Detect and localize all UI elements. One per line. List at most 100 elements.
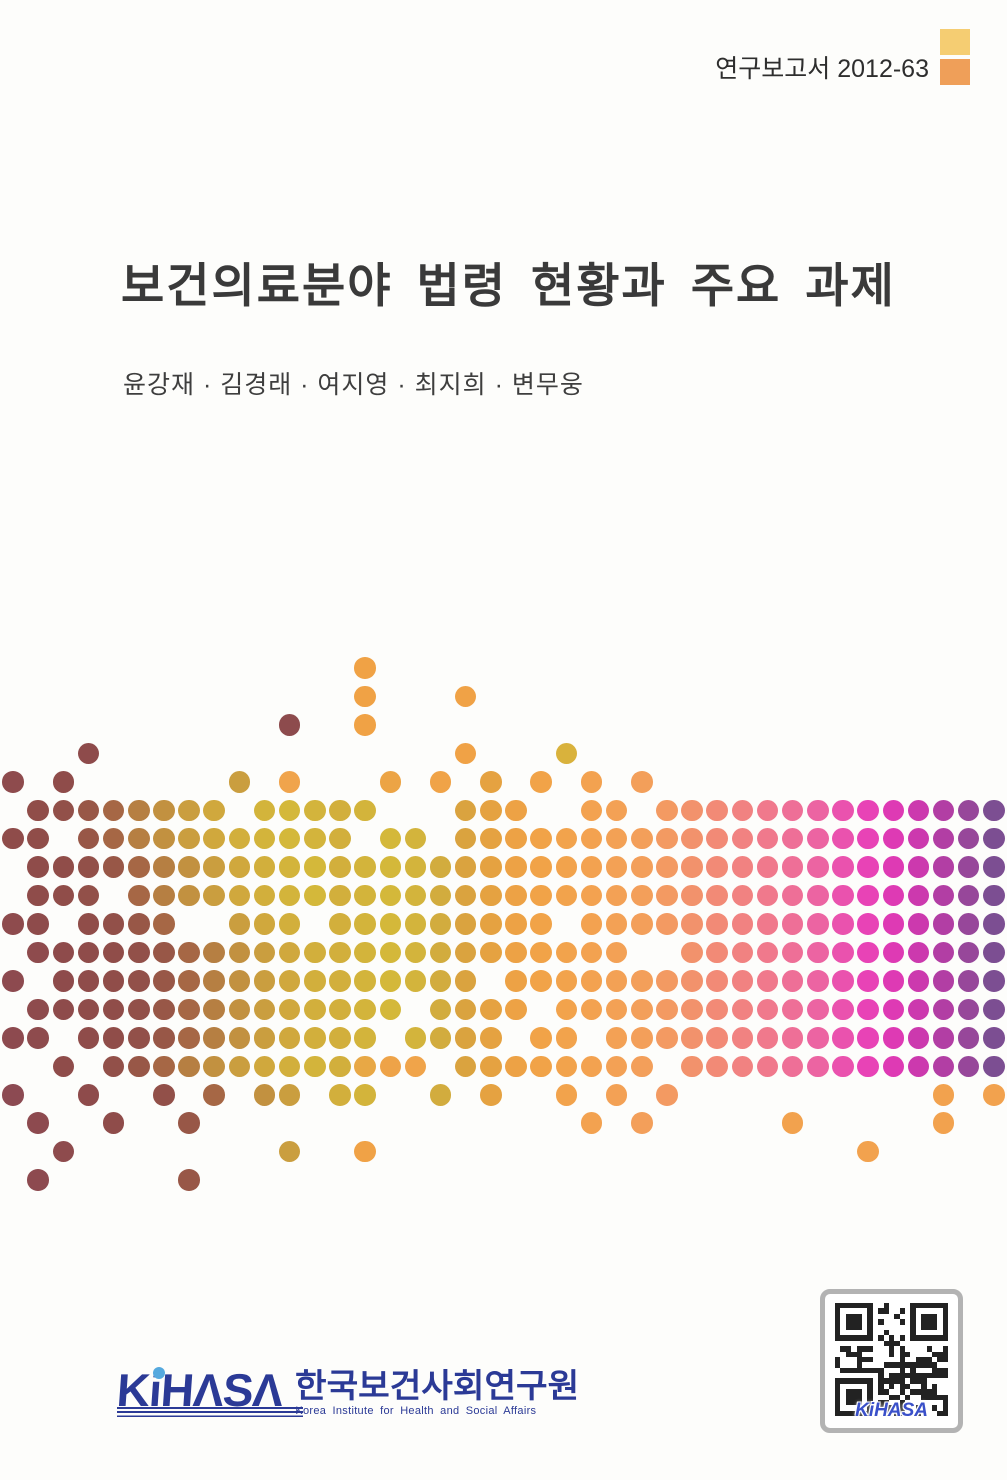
pattern-dot (505, 970, 527, 992)
pattern-dot (832, 941, 854, 964)
pattern-dot (228, 970, 251, 992)
pattern-dot (153, 941, 175, 964)
pattern-dot (203, 970, 225, 992)
pattern-dot (580, 771, 603, 793)
pattern-dot (756, 827, 779, 850)
pattern-dot (932, 913, 955, 935)
pattern-dot (832, 799, 854, 821)
pattern-dot (907, 856, 930, 878)
qr-kihasa-label: KiHASA (855, 1400, 929, 1422)
pattern-dot (832, 970, 854, 992)
pattern-dot (983, 1027, 1005, 1049)
pattern-dot (555, 1027, 578, 1049)
pattern-dot (77, 970, 100, 992)
pattern-dot (932, 941, 955, 964)
pattern-dot (429, 856, 452, 878)
pattern-dot (178, 856, 200, 878)
pattern-dot (656, 1027, 678, 1049)
pattern-dot (102, 1055, 125, 1078)
pattern-dot (404, 941, 427, 964)
pattern-dot (983, 913, 1005, 935)
pattern-dot (882, 799, 904, 821)
pattern-dot (454, 799, 477, 821)
pattern-dot (756, 1055, 779, 1078)
pattern-dot (354, 884, 376, 907)
pattern-dot (907, 799, 930, 821)
pattern-dot (932, 1084, 955, 1106)
pattern-dot (77, 998, 100, 1021)
pattern-dot (102, 970, 125, 992)
pattern-dot (253, 913, 276, 935)
pattern-dot (203, 799, 225, 821)
pattern-dot (580, 799, 603, 821)
pattern-dot (932, 1055, 955, 1078)
pattern-dot (203, 941, 225, 964)
pattern-dot (480, 913, 502, 935)
pattern-dot (278, 856, 301, 878)
pattern-dot (932, 998, 955, 1021)
pattern-dot (480, 941, 502, 964)
pattern-dot (253, 827, 276, 850)
pattern-dot (278, 1055, 301, 1078)
pattern-dot (228, 1055, 251, 1078)
pattern-dot (706, 970, 728, 992)
pattern-dot (681, 998, 703, 1021)
pattern-dot (807, 1055, 829, 1078)
pattern-dot (128, 884, 150, 907)
pattern-dot (304, 1027, 326, 1049)
logo-underline-stripes (117, 1407, 303, 1418)
pattern-dot (304, 827, 326, 850)
pattern-dot (756, 856, 779, 878)
pattern-dot (781, 799, 804, 821)
pattern-dot (957, 856, 980, 878)
pattern-dot (681, 1027, 703, 1049)
orange-square (940, 59, 970, 85)
pattern-dot (857, 1027, 879, 1049)
pattern-dot (253, 884, 276, 907)
pattern-dot (631, 827, 653, 850)
pattern-dot (605, 1055, 628, 1078)
pattern-dot (304, 884, 326, 907)
pattern-dot (781, 970, 804, 992)
pattern-dot (102, 799, 125, 821)
pattern-dot (505, 941, 527, 964)
pattern-dot (706, 913, 728, 935)
pattern-dot (354, 1084, 376, 1106)
pattern-dot (404, 1027, 427, 1049)
pattern-dot (429, 970, 452, 992)
pattern-dot (681, 799, 703, 821)
pattern-dot (203, 827, 225, 850)
pattern-dot (354, 799, 376, 821)
pattern-dot (580, 913, 603, 935)
pattern-dot (530, 771, 552, 793)
pattern-dot (354, 1140, 376, 1163)
pattern-dot (505, 799, 527, 821)
pattern-dot (128, 970, 150, 992)
pattern-dot (580, 1112, 603, 1134)
page-title: 보건의료분야 법령 현황과 주요 과제 (121, 259, 896, 312)
pattern-dot (454, 970, 477, 992)
pattern-dot (555, 1084, 578, 1106)
pattern-dot (77, 884, 100, 907)
pattern-dot (454, 884, 477, 907)
pattern-dot (580, 998, 603, 1021)
pattern-dot (354, 685, 376, 708)
pattern-dot (957, 941, 980, 964)
pattern-dot (781, 884, 804, 907)
pattern-dot (756, 884, 779, 907)
report-number-label: 연구보고서 2012-63 (715, 55, 929, 83)
pattern-dot (429, 941, 452, 964)
pattern-dot (706, 799, 728, 821)
pattern-dot (706, 1055, 728, 1078)
pattern-dot (480, 771, 502, 793)
logo-i-dot (153, 1367, 165, 1379)
pattern-dot (2, 970, 24, 992)
pattern-dot (454, 856, 477, 878)
pattern-dot (454, 1055, 477, 1078)
pattern-dot (153, 799, 175, 821)
pattern-dot (178, 1055, 200, 1078)
org-name-block: 한국보건사회연구원 Korea Institute for Health and… (295, 1367, 579, 1417)
pattern-dot (77, 799, 100, 821)
pattern-dot (656, 827, 678, 850)
pattern-dot (530, 1055, 552, 1078)
